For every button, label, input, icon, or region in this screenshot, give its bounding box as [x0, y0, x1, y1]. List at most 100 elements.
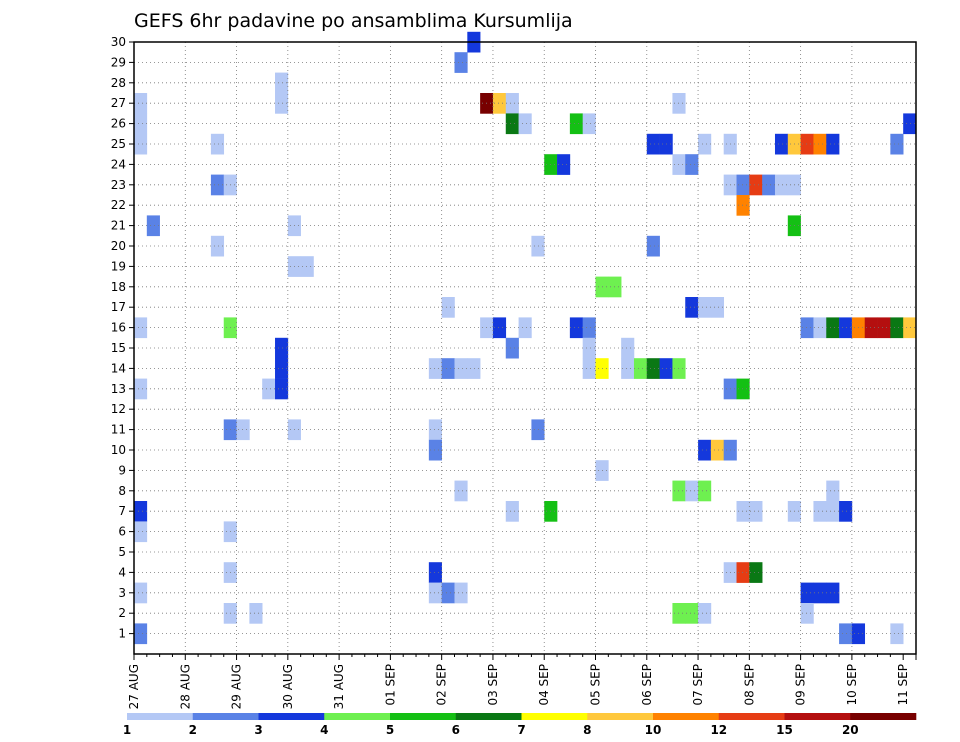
x-tick-label: 31 AUG [332, 664, 346, 709]
precip-cell [531, 235, 545, 257]
y-tick-label: 13 [111, 382, 126, 396]
y-tick-label: 7 [118, 504, 126, 518]
precip-cell [710, 297, 725, 318]
precip-cell [582, 317, 596, 339]
precip-cell [826, 317, 840, 339]
colorbar-label: 12 [710, 723, 727, 737]
y-tick-label: 14 [111, 361, 126, 375]
y-tick-label: 2 [118, 606, 126, 620]
precip-cell [134, 113, 148, 135]
precip-cell [890, 133, 904, 155]
precip-cell [813, 582, 827, 604]
colorbar-label: 15 [776, 723, 793, 737]
y-tick-label: 21 [111, 219, 126, 233]
precip-cell [646, 358, 660, 379]
precip-cell [685, 297, 699, 318]
precip-cell [134, 521, 148, 543]
precip-cell [492, 93, 507, 114]
colorbar: 1 2 3 4 5 6 7 8 10 12 15 20 [123, 713, 917, 737]
colorbar-swatch [718, 713, 785, 720]
precip-cell [467, 358, 481, 379]
x-tick-label: 02 SEP [435, 664, 449, 706]
precip-cell [249, 603, 263, 624]
y-tick-label: 10 [111, 443, 126, 457]
x-tick-label: 30 AUG [281, 664, 295, 709]
precip-cell [441, 358, 455, 379]
precip-cell [813, 133, 827, 155]
y-tick-label: 8 [118, 484, 126, 498]
y-tick-label: 28 [111, 76, 126, 90]
colorbar-label: 7 [517, 723, 525, 737]
precip-cell [134, 623, 148, 645]
precip-cell [505, 93, 519, 114]
precip-cell [275, 337, 289, 359]
precip-cell [749, 501, 763, 522]
x-tick-label: 04 SEP [537, 664, 551, 706]
y-tick-label: 27 [111, 96, 126, 110]
x-tick-label: 27 AUG [127, 664, 141, 709]
precip-cell [710, 439, 725, 461]
y-tick-label: 20 [111, 239, 126, 253]
colorbar-swatch [653, 713, 720, 720]
precip-cell [800, 582, 814, 604]
y-tick-label: 17 [111, 300, 126, 314]
y-axis: 1234567891011121314151617181920212223242… [111, 35, 134, 641]
colorbar-label: 6 [452, 723, 460, 737]
precip-cell [134, 501, 148, 522]
precip-cell [890, 623, 904, 645]
precip-cell [774, 133, 789, 155]
precip-cell [210, 174, 225, 196]
precip-cell [569, 113, 583, 135]
precip-cell [633, 358, 648, 379]
precip-cell [582, 113, 596, 135]
colorbar-swatch [258, 713, 325, 720]
precip-cell [774, 174, 789, 196]
precip-cell [646, 133, 660, 155]
precip-cell [813, 317, 827, 339]
y-tick-label: 5 [118, 545, 126, 559]
precip-cell [749, 174, 763, 196]
x-tick-label: 01 SEP [383, 664, 397, 706]
precip-cell [454, 480, 468, 502]
y-tick-label: 11 [111, 423, 126, 437]
y-tick-label: 30 [111, 35, 126, 49]
precip-cell [505, 501, 519, 522]
precip-cell [826, 480, 840, 502]
colorbar-swatch [850, 713, 917, 720]
precip-cell [685, 603, 699, 624]
precip-cell [428, 419, 442, 441]
colorbar-label: 5 [386, 723, 394, 737]
precip-cell [646, 235, 660, 257]
precip-cell [698, 133, 712, 155]
colorbar-label: 4 [320, 723, 328, 737]
y-tick-label: 9 [118, 463, 126, 477]
precip-cell [621, 337, 635, 359]
x-tick-label: 29 AUG [230, 664, 244, 709]
precip-cell [762, 174, 776, 196]
precip-cell [621, 358, 635, 379]
precip-cell [877, 317, 891, 339]
x-axis: 27 AUG 28 AUG 29 AUG 30 AUG 31 AUG 01 SEP 02 S… [127, 654, 917, 709]
precip-cell [826, 501, 840, 522]
y-tick-label: 4 [118, 565, 126, 579]
x-tick-label: 06 SEP [640, 664, 654, 706]
colorbar-swatch [324, 713, 391, 720]
precip-cell [275, 93, 289, 114]
precip-cell [698, 439, 712, 461]
precip-cell [262, 378, 276, 400]
precip-cell [505, 113, 519, 135]
precip-cell [428, 582, 442, 604]
precip-cell [826, 133, 840, 155]
y-tick-label: 19 [111, 259, 126, 273]
precip-cell [903, 317, 917, 339]
x-tick-label: 09 SEP [794, 664, 808, 706]
y-tick-label: 1 [118, 627, 126, 641]
precip-cell [134, 582, 148, 604]
precip-cell [826, 582, 840, 604]
precip-cell [275, 358, 289, 379]
precip-cell [736, 195, 750, 216]
y-tick-label: 16 [111, 321, 126, 335]
precip-cell [518, 113, 532, 135]
precip-cell [800, 603, 814, 624]
